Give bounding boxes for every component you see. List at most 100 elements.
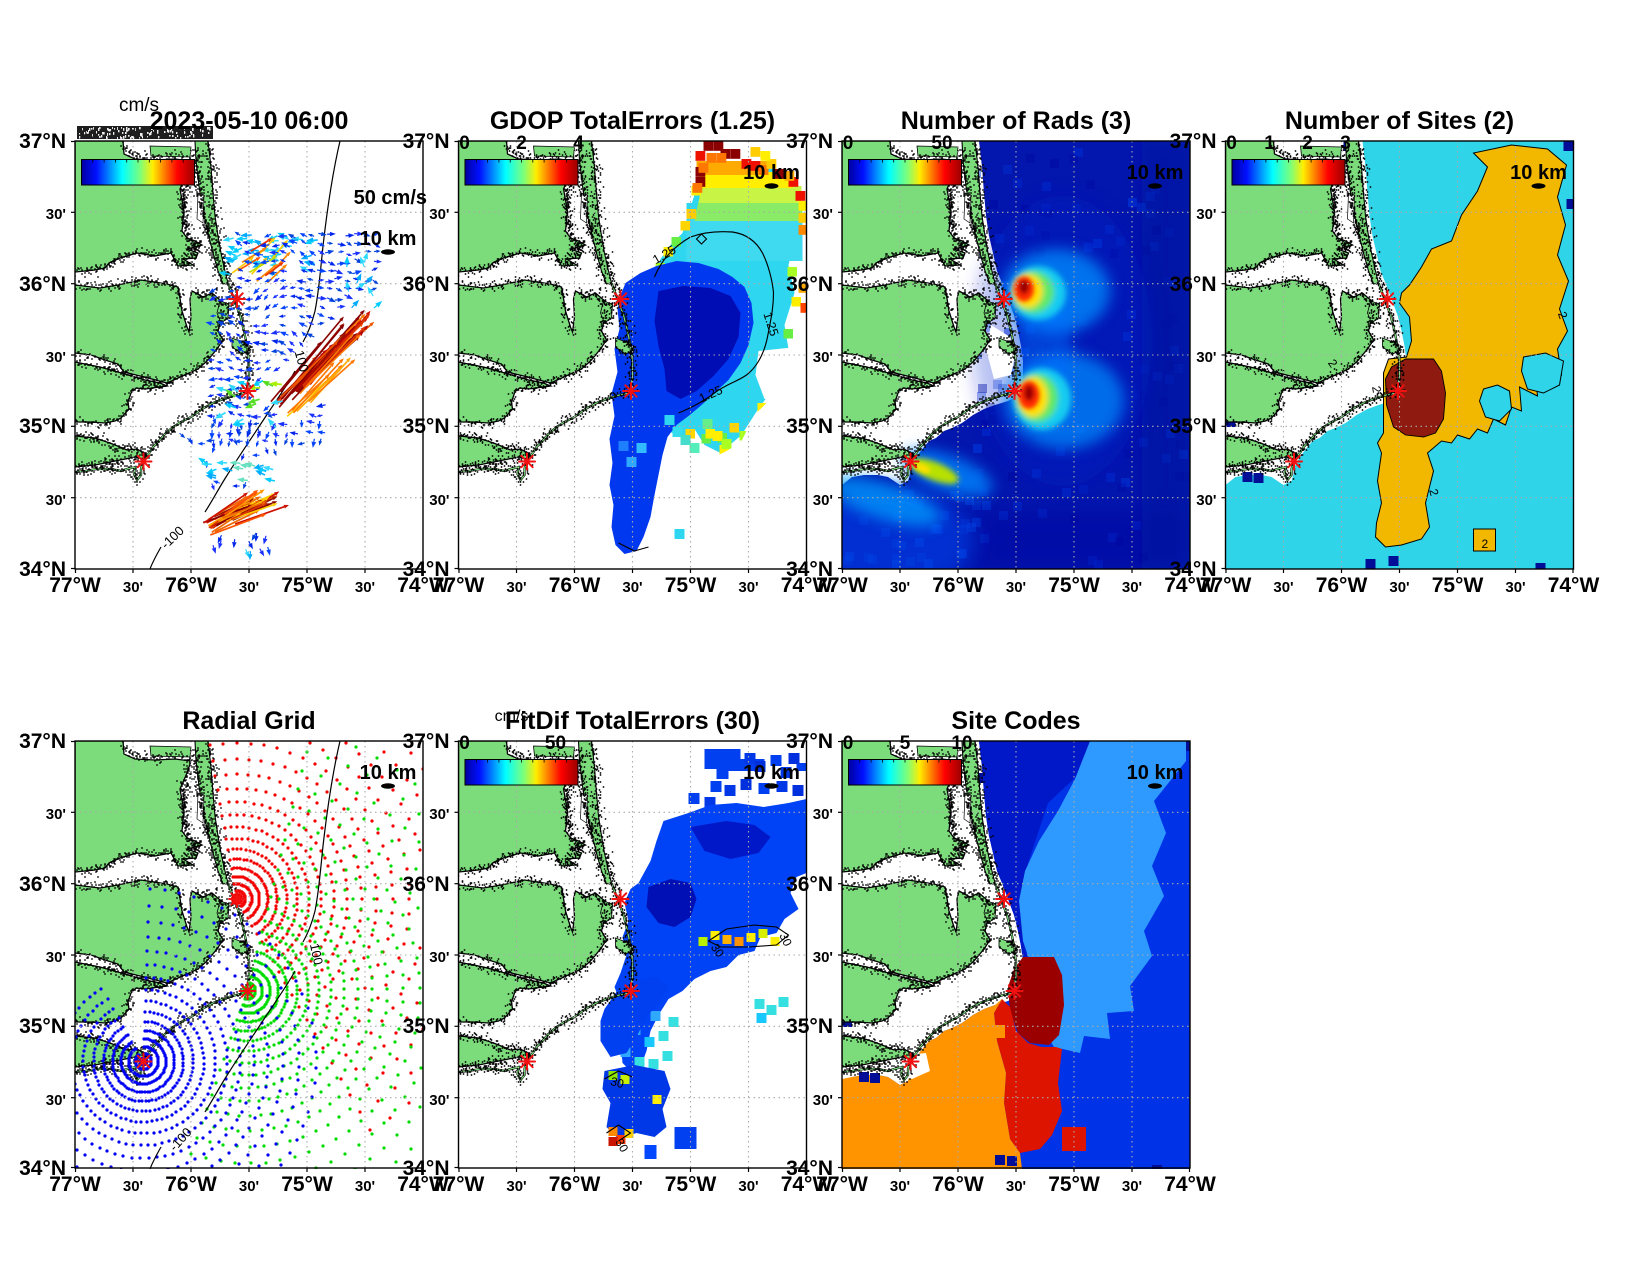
- svg-text:50: 50: [545, 733, 566, 754]
- svg-text:Number of Rads (3): Number of Rads (3): [901, 107, 1132, 135]
- svg-text:75°W: 75°W: [1432, 574, 1484, 597]
- svg-text:75°W: 75°W: [1048, 574, 1100, 597]
- svg-text:30': 30': [622, 579, 642, 596]
- svg-text:36°N: 36°N: [19, 873, 66, 896]
- svg-text:0: 0: [459, 133, 470, 154]
- svg-text:76°W: 76°W: [549, 1173, 601, 1196]
- svg-text:30': 30': [46, 806, 66, 823]
- svg-text:74°W: 74°W: [1164, 1173, 1216, 1196]
- svg-text:30': 30': [1196, 492, 1216, 509]
- svg-text:5: 5: [900, 733, 911, 754]
- svg-text:36°N: 36°N: [1170, 273, 1217, 296]
- svg-text:30': 30': [813, 206, 833, 223]
- svg-text:75°W: 75°W: [281, 574, 333, 597]
- svg-text:74°W: 74°W: [1548, 574, 1600, 597]
- svg-text:37°N: 37°N: [19, 730, 66, 753]
- svg-text:36°N: 36°N: [403, 273, 450, 296]
- svg-text:30': 30': [46, 949, 66, 966]
- svg-text:30': 30': [890, 1178, 910, 1195]
- svg-text:75°W: 75°W: [281, 1173, 333, 1196]
- svg-text:10 km: 10 km: [1510, 162, 1567, 184]
- svg-text:75°W: 75°W: [1048, 1173, 1100, 1196]
- svg-text:10 km: 10 km: [743, 162, 800, 184]
- svg-text:30': 30': [738, 579, 758, 596]
- svg-text:Site Codes: Site Codes: [951, 707, 1080, 735]
- svg-text:77°W: 77°W: [49, 574, 101, 597]
- svg-text:2: 2: [1302, 133, 1313, 154]
- svg-text:Radial Grid: Radial Grid: [182, 707, 315, 735]
- svg-text:30': 30': [738, 1178, 758, 1195]
- svg-text:4: 4: [573, 133, 584, 154]
- svg-text:GDOP TotalErrors (1.25): GDOP TotalErrors (1.25): [490, 107, 775, 135]
- svg-text:30': 30': [46, 206, 66, 223]
- svg-text:2: 2: [516, 133, 527, 154]
- svg-text:FitDif TotalErrors (30): FitDif TotalErrors (30): [505, 707, 760, 735]
- svg-text:35°N: 35°N: [19, 415, 66, 438]
- svg-text:2: 2: [1482, 537, 1489, 551]
- svg-text:0: 0: [459, 733, 470, 754]
- svg-text:36°N: 36°N: [786, 273, 833, 296]
- svg-text:0: 0: [1226, 133, 1237, 154]
- svg-text:35°N: 35°N: [19, 1015, 66, 1038]
- svg-text:30': 30': [429, 206, 449, 223]
- svg-text:36°N: 36°N: [19, 273, 66, 296]
- svg-text:35°N: 35°N: [403, 1015, 450, 1038]
- svg-text:30': 30': [239, 579, 259, 596]
- svg-text:30': 30': [813, 349, 833, 366]
- svg-text:30': 30': [46, 492, 66, 509]
- svg-text:50 cm/s: 50 cm/s: [354, 187, 427, 209]
- svg-text:76°W: 76°W: [549, 574, 601, 597]
- svg-text:30': 30': [506, 579, 526, 596]
- svg-text:76°W: 76°W: [932, 1173, 984, 1196]
- svg-text:77°W: 77°W: [1200, 574, 1252, 597]
- svg-text:35°N: 35°N: [1170, 415, 1217, 438]
- svg-text:30': 30': [1196, 206, 1216, 223]
- svg-text:10 km: 10 km: [1127, 762, 1184, 784]
- svg-text:76°W: 76°W: [165, 574, 217, 597]
- svg-text:Number of Sites (2): Number of Sites (2): [1285, 107, 1514, 135]
- svg-text:10 km: 10 km: [743, 762, 800, 784]
- svg-text:30': 30': [890, 579, 910, 596]
- svg-text:30': 30': [1006, 579, 1026, 596]
- svg-text:10: 10: [951, 733, 972, 754]
- svg-text:0: 0: [843, 133, 854, 154]
- svg-text:30': 30': [429, 806, 449, 823]
- svg-text:37°N: 37°N: [1170, 130, 1217, 153]
- svg-text:10 km: 10 km: [360, 228, 417, 250]
- svg-text:0: 0: [843, 733, 854, 754]
- svg-text:30': 30': [1122, 579, 1142, 596]
- svg-text:30': 30': [429, 492, 449, 509]
- svg-text:37°N: 37°N: [786, 130, 833, 153]
- svg-text:30': 30': [813, 492, 833, 509]
- svg-text:37°N: 37°N: [786, 730, 833, 753]
- svg-text:30': 30': [429, 949, 449, 966]
- svg-text:1: 1: [1264, 133, 1275, 154]
- svg-text:3: 3: [1340, 133, 1351, 154]
- svg-text:35°N: 35°N: [403, 415, 450, 438]
- svg-text:30': 30': [355, 579, 375, 596]
- svg-text:30': 30': [813, 949, 833, 966]
- svg-text:35°N: 35°N: [786, 415, 833, 438]
- svg-text:30': 30': [123, 1178, 143, 1195]
- svg-text:76°W: 76°W: [165, 1173, 217, 1196]
- svg-text:37°N: 37°N: [19, 130, 66, 153]
- svg-text:76°W: 76°W: [1316, 574, 1368, 597]
- svg-text:30': 30': [1006, 1178, 1026, 1195]
- svg-text:75°W: 75°W: [665, 574, 717, 597]
- svg-text:30': 30': [123, 579, 143, 596]
- svg-text:75°W: 75°W: [665, 1173, 717, 1196]
- svg-text:36°N: 36°N: [403, 873, 450, 896]
- svg-text:30': 30': [429, 349, 449, 366]
- svg-text:77°W: 77°W: [816, 1173, 868, 1196]
- svg-text:30': 30': [1273, 579, 1293, 596]
- svg-text:30': 30': [429, 1092, 449, 1109]
- svg-text:30': 30': [1389, 579, 1409, 596]
- svg-text:30': 30': [46, 1092, 66, 1109]
- svg-text:30': 30': [239, 1178, 259, 1195]
- svg-text:30': 30': [813, 806, 833, 823]
- svg-text:37°N: 37°N: [403, 730, 450, 753]
- svg-text:50: 50: [931, 133, 952, 154]
- svg-text:36°N: 36°N: [786, 873, 833, 896]
- svg-text:30': 30': [1196, 349, 1216, 366]
- svg-text:10 km: 10 km: [360, 762, 417, 784]
